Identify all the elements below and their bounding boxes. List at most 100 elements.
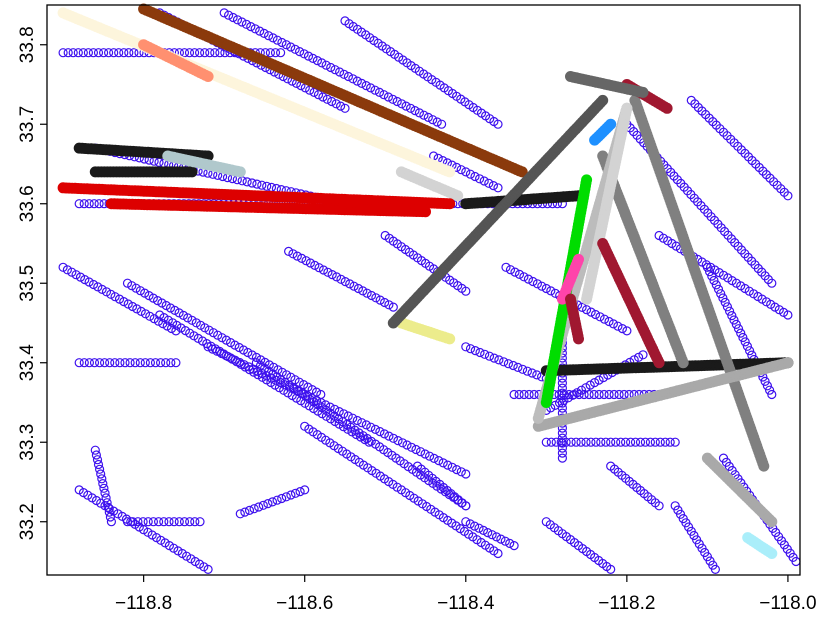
background-point (529, 389, 539, 400)
background-point (456, 165, 466, 175)
background-point (91, 450, 102, 460)
background-point (475, 347, 485, 358)
background-point (99, 483, 109, 493)
background-point (423, 112, 433, 123)
background-point (171, 358, 181, 368)
background-point (707, 271, 717, 281)
background-point (290, 488, 301, 498)
background-point (461, 342, 471, 352)
background-point (496, 534, 506, 544)
background-point (710, 564, 721, 575)
background-point (434, 456, 444, 466)
background-point (514, 389, 524, 400)
background-point (447, 462, 457, 472)
background-point (480, 349, 490, 359)
background-point (594, 389, 604, 400)
background-point (541, 437, 551, 447)
track-point (766, 516, 778, 528)
x-tick-label: −118.0 (759, 593, 816, 614)
background-track (203, 342, 471, 479)
background-point (604, 316, 614, 327)
background-point (156, 358, 166, 368)
background-point (241, 19, 251, 29)
background-point (392, 96, 402, 107)
background-point (465, 169, 475, 179)
background-point (103, 48, 114, 58)
background-point (239, 360, 249, 370)
background-point (561, 437, 571, 447)
background-point (718, 293, 728, 303)
background-point (267, 497, 278, 507)
background-point (169, 517, 179, 527)
background-point (616, 437, 626, 447)
background-point (203, 564, 213, 575)
background-point (195, 517, 205, 527)
background-point (586, 437, 596, 447)
background-point (244, 362, 254, 372)
background-point (609, 389, 619, 400)
background-point (589, 378, 600, 388)
background-point (760, 376, 770, 386)
track-point (782, 357, 794, 369)
background-point (428, 115, 438, 125)
background-point (388, 94, 398, 104)
background-point (219, 8, 229, 18)
background-point (384, 431, 394, 441)
background-point (340, 277, 350, 287)
background-point (443, 460, 453, 470)
background-point (508, 360, 518, 371)
background-point (128, 517, 138, 527)
background-point (99, 358, 110, 368)
background-point (546, 286, 556, 296)
x-tick-label: −118.6 (276, 593, 333, 614)
background-point (388, 302, 398, 312)
background-point (519, 272, 529, 282)
background-point (83, 48, 94, 58)
track-point (452, 190, 464, 202)
background-point (640, 437, 651, 447)
background-point (63, 48, 73, 58)
background-point (608, 319, 619, 329)
background-point (68, 48, 78, 58)
background-point (411, 444, 421, 455)
background-point (554, 398, 565, 408)
background-point (505, 265, 516, 275)
background-point (129, 48, 139, 58)
background-point (98, 48, 109, 58)
background-point (599, 389, 609, 400)
track-point (581, 174, 593, 186)
background-point (179, 517, 190, 527)
background-point (727, 311, 737, 321)
background-point (84, 199, 94, 209)
track-series (556, 253, 584, 305)
background-point (362, 288, 372, 298)
background-point (401, 101, 411, 111)
background-point (89, 199, 99, 209)
background-point (576, 385, 587, 395)
background-point (370, 424, 380, 434)
track-series (565, 293, 584, 345)
background-point (58, 48, 68, 58)
background-point (132, 304, 142, 314)
x-tick-label: −118.2 (598, 593, 655, 614)
background-point (292, 251, 302, 261)
track-point (444, 333, 456, 345)
background-point (541, 283, 551, 294)
background-point (380, 297, 390, 308)
background-point (166, 358, 176, 368)
background-point (729, 315, 739, 325)
background-point (665, 437, 675, 447)
x-tick-label: −118.8 (115, 593, 172, 614)
background-point (235, 357, 245, 368)
background-point (79, 199, 89, 209)
background-point (374, 87, 385, 98)
background-point (154, 517, 164, 527)
background-point (110, 358, 120, 368)
background-point (340, 103, 350, 113)
background-point (484, 351, 495, 361)
background-point (702, 262, 713, 272)
background-point (100, 488, 110, 498)
background-point (318, 265, 329, 275)
background-point (249, 504, 259, 514)
background-point (559, 395, 569, 405)
